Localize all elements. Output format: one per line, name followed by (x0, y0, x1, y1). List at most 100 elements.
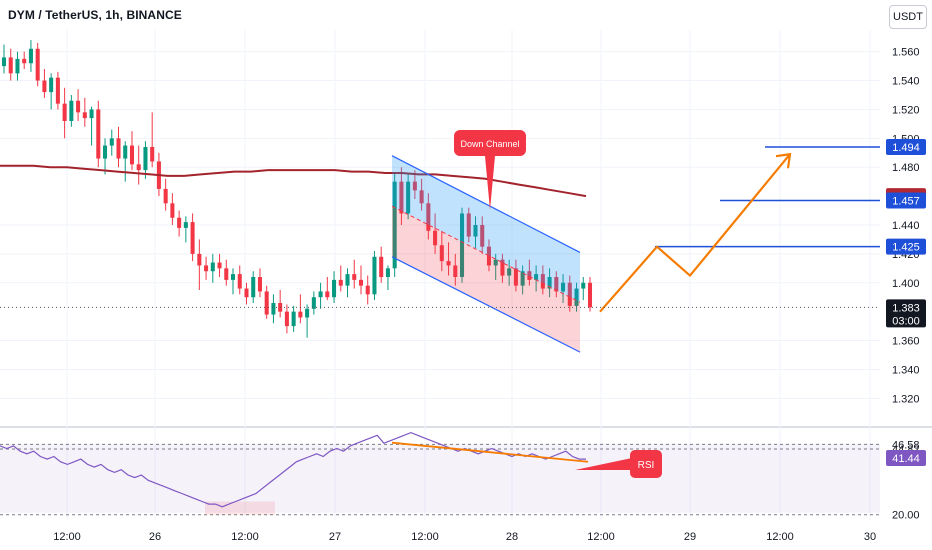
candle-body (257, 277, 262, 292)
time-tick-label: 12:00 (587, 531, 615, 543)
projection-arrowhead (775, 152, 792, 169)
candle-body (1, 57, 7, 67)
time-tick-label: 12:00 (766, 531, 794, 543)
candle-body (325, 291, 330, 298)
price-tick-label: 1.560 (892, 47, 920, 59)
candle-body (534, 274, 539, 280)
price-tag (886, 192, 926, 209)
candle-body (244, 288, 249, 298)
candle-body (507, 268, 512, 276)
candle-body (129, 145, 134, 165)
candle-body (298, 311, 303, 318)
channel-lower-line (391, 256, 581, 353)
rsi-tick-label: 46.58 (892, 439, 920, 451)
channel-midline (391, 205, 581, 303)
candle-body (251, 277, 256, 298)
candle-body (338, 279, 343, 286)
candle-body (547, 277, 552, 289)
candle-body (49, 77, 54, 93)
time-tick-label: 27 (329, 531, 341, 543)
rsi-callout-label: RSI (638, 460, 655, 471)
candle-body (143, 147, 148, 171)
price-tag-label: 1.425 (892, 242, 920, 254)
candle-body (433, 230, 438, 246)
candle-body (271, 303, 276, 315)
candle-body (170, 203, 175, 218)
price-tick-label: 1.360 (892, 336, 920, 348)
down-channel-pointer (485, 156, 495, 210)
candle-body (493, 259, 498, 266)
rsi-current-tag (886, 449, 926, 466)
candle-body (82, 112, 87, 119)
candle-body (237, 274, 242, 289)
candle-body (365, 285, 370, 295)
candle-body (486, 246, 491, 266)
candle-body (520, 271, 525, 286)
price-tag (886, 238, 926, 255)
candle-body (567, 282, 572, 306)
time-tick-label: 28 (506, 531, 518, 543)
candle-body (210, 262, 215, 272)
rsi-oversold-fill (205, 501, 275, 515)
candle-body (284, 311, 289, 327)
down-channel-label: Down Channel (460, 139, 519, 149)
candle-body (109, 138, 114, 146)
candle-body (163, 188, 168, 204)
price-tick-label: 1.400 (892, 278, 920, 290)
candle-body (527, 271, 532, 280)
candle-body (318, 291, 323, 298)
pane-separator (0, 426, 932, 428)
candle-body (177, 217, 182, 228)
candle-body (446, 261, 451, 266)
candle-body (513, 268, 518, 286)
candle-body (42, 80, 47, 93)
price-tick-label: 1.520 (892, 104, 920, 116)
candle-body (453, 265, 458, 277)
candle-body (62, 103, 67, 121)
candle-body (136, 164, 141, 171)
candle-body (426, 203, 431, 231)
price-axis: 1.5601.5401.5201.5001.4801.4401.4201.400… (53, 47, 926, 543)
currency-button[interactable]: USDT (889, 5, 927, 29)
time-tick-label: 12:00 (53, 531, 81, 543)
rsi-pane (0, 431, 880, 516)
candle-body (399, 181, 404, 214)
candle-body (466, 213, 471, 237)
candle-body (581, 282, 586, 289)
candle-body (406, 181, 411, 214)
candle-body (412, 181, 417, 191)
down-channel-callout (454, 130, 526, 156)
rsi-band (0, 444, 880, 513)
projection-path (599, 153, 791, 313)
candle-body (123, 145, 128, 159)
candle-body (217, 262, 222, 269)
candle-body (116, 138, 121, 159)
candle-body (385, 268, 390, 277)
candle-body (372, 256, 377, 295)
rsi-callout (630, 450, 662, 478)
time-tick-label: 26 (149, 531, 161, 543)
candle-body (460, 213, 465, 277)
candle-body (197, 253, 202, 266)
candle-body (22, 58, 27, 64)
candle-body (439, 245, 444, 262)
candle-body (352, 274, 357, 280)
price-tick-label: 1.480 (892, 162, 920, 174)
channel-upper-fill (392, 155, 580, 303)
time-tick-label: 29 (684, 531, 696, 543)
price-tick-label: 1.440 (892, 220, 920, 232)
candle-body (291, 311, 296, 327)
countdown-value: 03:00 (892, 315, 920, 327)
candle-body (358, 279, 364, 286)
candle-body (392, 181, 397, 269)
rsi-tick-label: 20.00 (892, 510, 920, 522)
symbol-title: DYM / TetherUS, 1h, BINANCE (8, 8, 182, 22)
candle-body (379, 256, 384, 277)
candle-body (561, 282, 566, 292)
rsi-current-value: 41.44 (892, 453, 920, 465)
candle-body (224, 268, 229, 280)
candle-body (419, 190, 424, 204)
candle-body (500, 259, 505, 276)
candle-body (15, 58, 20, 74)
